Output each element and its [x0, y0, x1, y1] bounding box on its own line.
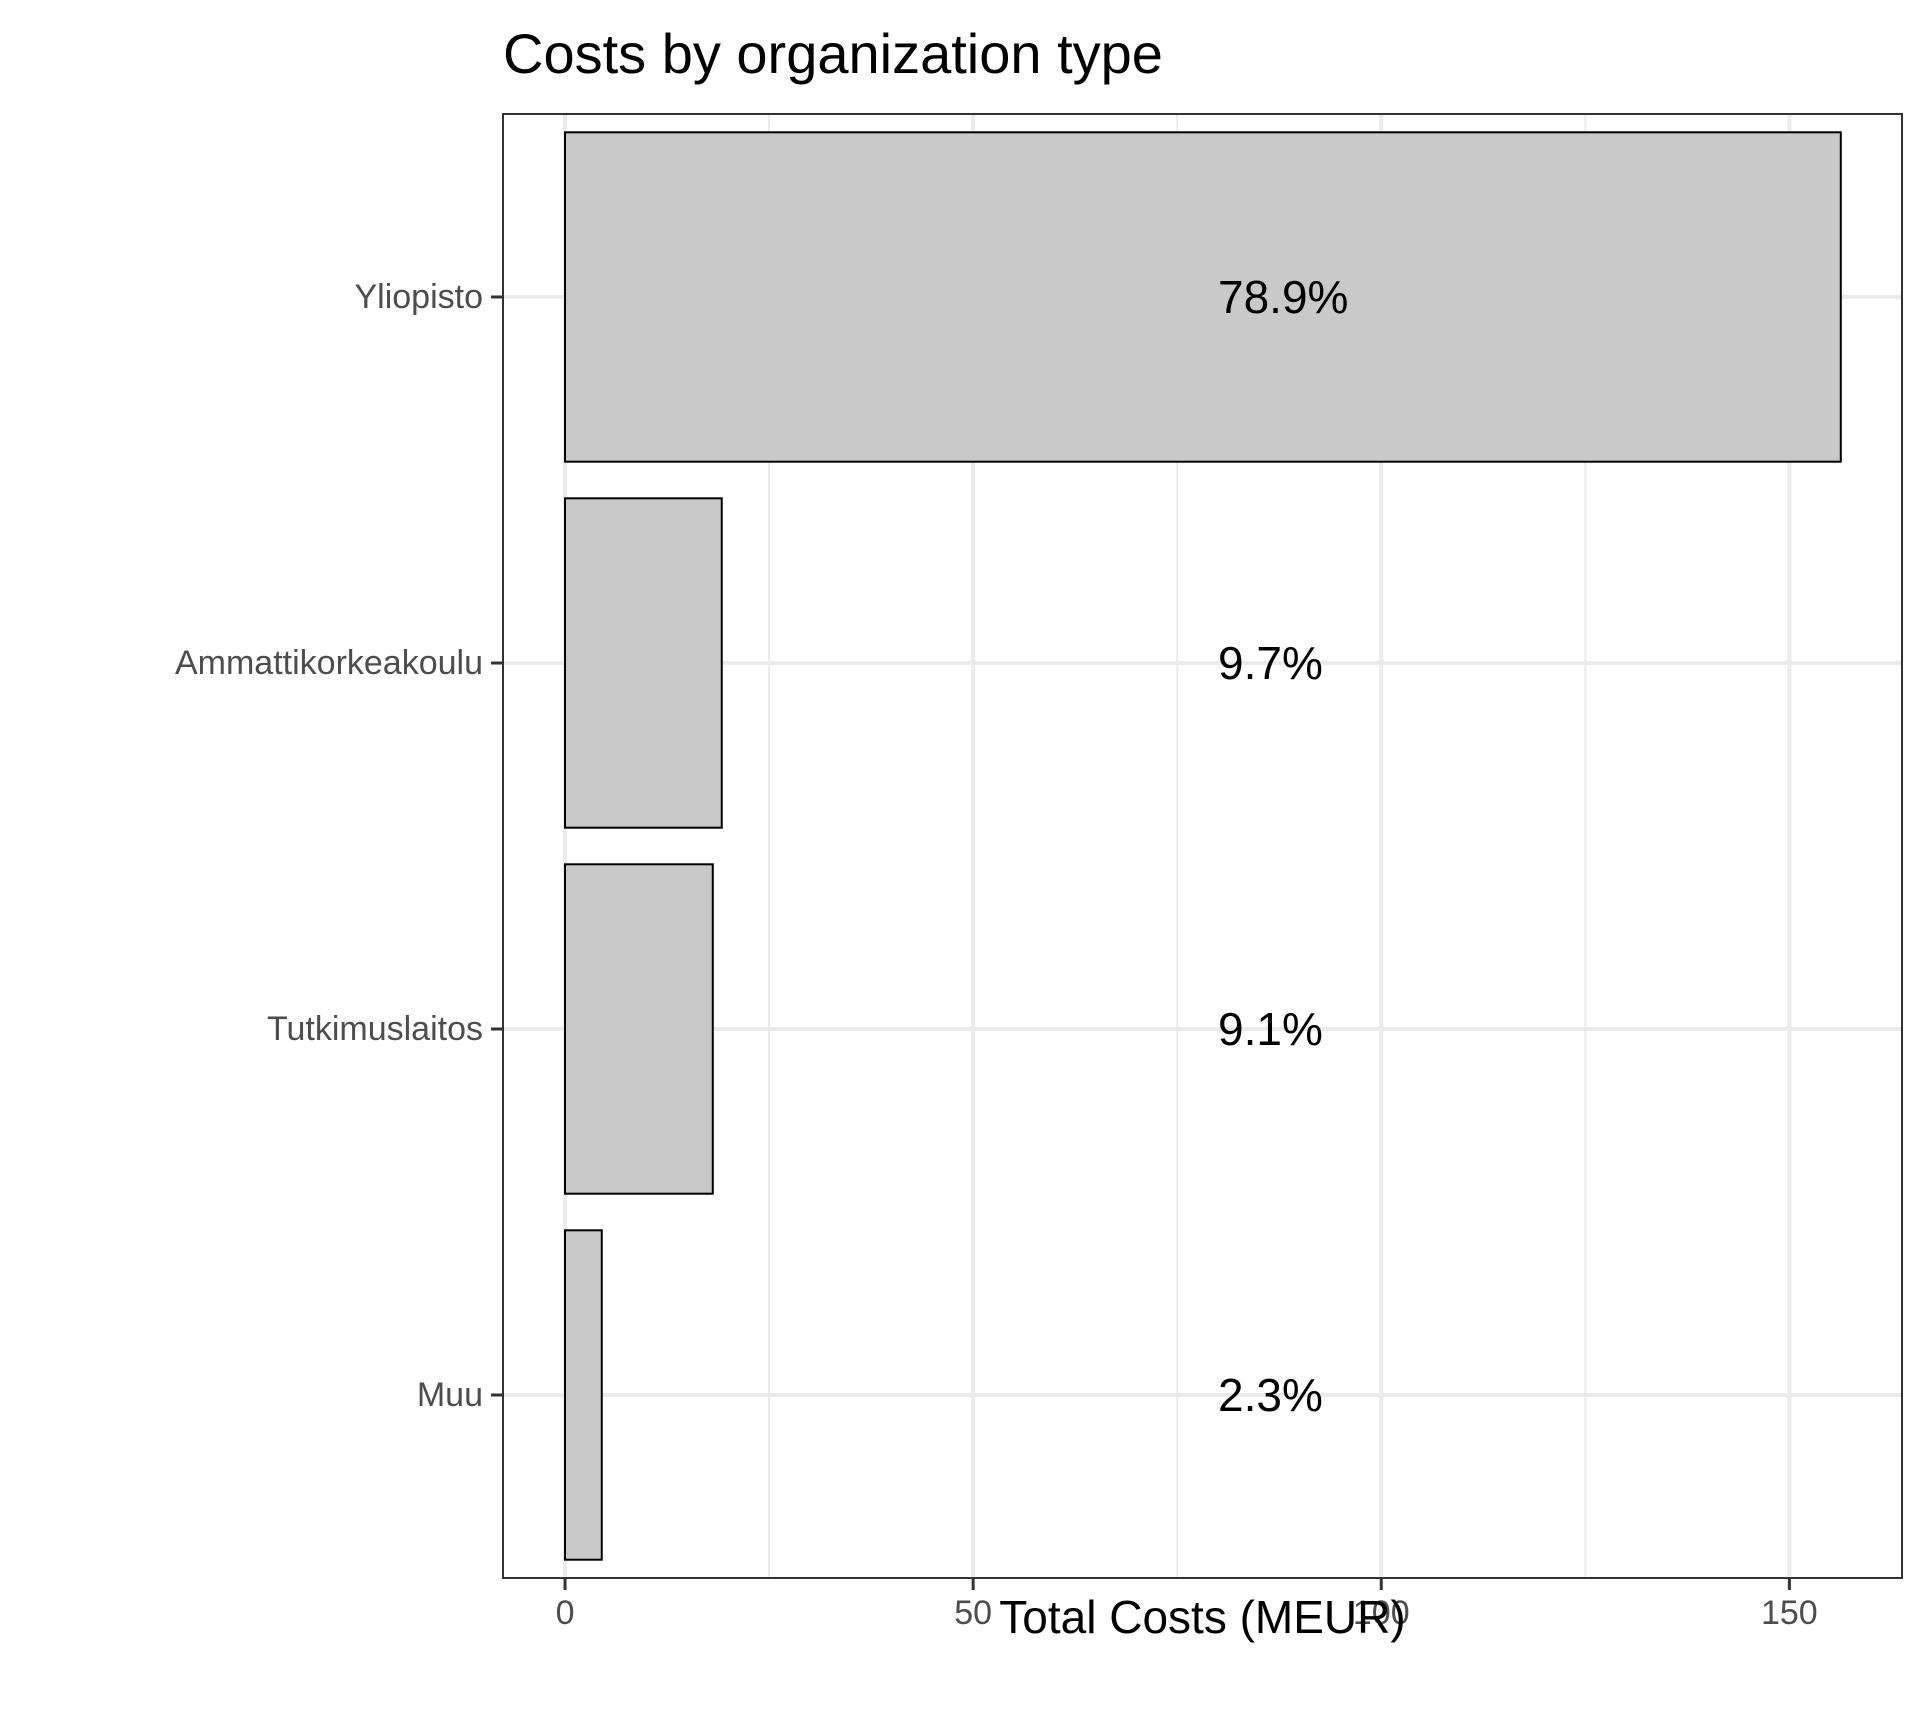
- x-axis-title: Total Costs (MEUR): [999, 1591, 1405, 1643]
- bar: [564, 497, 723, 829]
- x-axis-tick-label: 100: [1353, 1594, 1410, 1632]
- y-axis-tick-label: Ammattikorkeakoulu: [175, 644, 483, 682]
- bar: [564, 1229, 603, 1561]
- x-axis-tick-label: 150: [1761, 1594, 1818, 1632]
- panel-border: [502, 113, 1903, 1579]
- bars: [564, 131, 1842, 1561]
- data-labels: 78.9% 9.7% 9.1% 2.3%: [1218, 271, 1348, 1421]
- axes: Yliopisto Ammattikorkeakoulu Tutkimuslaito…: [175, 278, 1818, 1632]
- bar: [564, 131, 1842, 463]
- data-label: 78.9%: [1218, 271, 1348, 323]
- x-axis-tick-label: 0: [556, 1594, 575, 1632]
- bar: [564, 863, 714, 1195]
- data-label: 9.7%: [1218, 637, 1323, 689]
- x-axis-tick-label: 50: [954, 1594, 992, 1632]
- y-axis-tick-label: Tutkimuslaitos: [267, 1010, 483, 1048]
- y-axis-tick-label: Muu: [417, 1376, 483, 1414]
- data-label: 2.3%: [1218, 1369, 1323, 1421]
- chart-title: Costs by organization type: [503, 22, 1163, 85]
- data-label: 9.1%: [1218, 1003, 1323, 1055]
- y-axis-tick-label: Yliopisto: [354, 278, 483, 316]
